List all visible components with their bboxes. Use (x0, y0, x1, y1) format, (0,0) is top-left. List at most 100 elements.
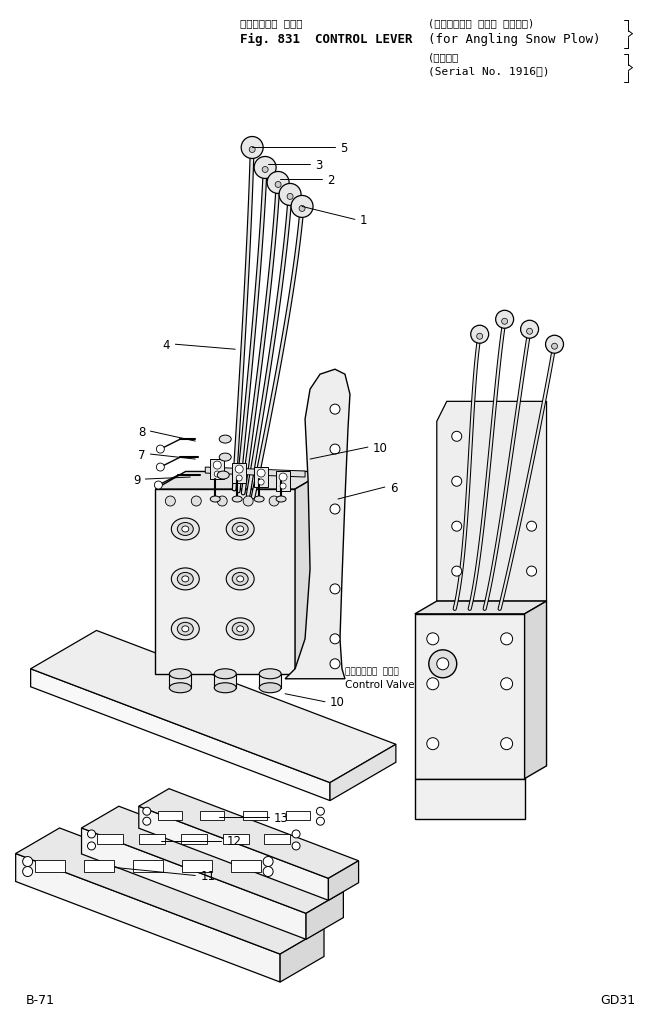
Polygon shape (415, 601, 547, 614)
Circle shape (496, 311, 514, 329)
Polygon shape (330, 745, 396, 801)
Polygon shape (437, 401, 547, 601)
Text: 10: 10 (373, 441, 388, 454)
Polygon shape (285, 370, 350, 679)
Circle shape (500, 678, 513, 690)
Circle shape (545, 336, 564, 354)
Circle shape (280, 484, 286, 489)
Ellipse shape (226, 569, 254, 590)
Circle shape (287, 195, 293, 200)
Polygon shape (81, 806, 343, 913)
Circle shape (262, 167, 268, 173)
Circle shape (451, 477, 462, 487)
Circle shape (427, 633, 439, 645)
Bar (84, 860, 114, 871)
Text: 2: 2 (327, 174, 334, 186)
Bar (35, 860, 65, 871)
Ellipse shape (232, 623, 248, 636)
Ellipse shape (177, 573, 193, 586)
Circle shape (330, 659, 340, 669)
Circle shape (451, 432, 462, 442)
Polygon shape (155, 489, 295, 675)
Bar (210, 460, 224, 480)
Circle shape (263, 857, 273, 867)
Text: 13: 13 (274, 811, 288, 824)
Circle shape (502, 319, 508, 325)
Ellipse shape (276, 496, 286, 502)
Polygon shape (329, 861, 358, 901)
Polygon shape (415, 779, 525, 819)
Ellipse shape (219, 436, 231, 443)
Bar (231, 860, 261, 871)
Circle shape (330, 444, 340, 454)
Polygon shape (169, 675, 191, 688)
Bar (139, 835, 165, 844)
Circle shape (292, 830, 300, 839)
Circle shape (87, 830, 95, 839)
Ellipse shape (232, 496, 242, 502)
Ellipse shape (254, 496, 264, 502)
Text: (適用号機: (適用号機 (428, 53, 459, 62)
Circle shape (263, 867, 273, 876)
Ellipse shape (226, 619, 254, 640)
Text: 3: 3 (315, 159, 323, 172)
Circle shape (330, 584, 340, 594)
Circle shape (427, 738, 439, 750)
Text: (for Angling Snow Plow): (for Angling Snow Plow) (428, 33, 600, 46)
Polygon shape (30, 669, 330, 801)
Circle shape (269, 496, 279, 506)
Circle shape (500, 738, 513, 750)
Polygon shape (525, 601, 547, 779)
Ellipse shape (182, 627, 189, 632)
Circle shape (551, 343, 557, 350)
Circle shape (299, 206, 305, 212)
Text: B-71: B-71 (26, 994, 55, 1007)
Circle shape (451, 567, 462, 577)
Bar (181, 835, 207, 844)
Bar (286, 811, 309, 820)
Ellipse shape (259, 669, 281, 679)
Circle shape (330, 405, 340, 415)
Polygon shape (295, 472, 325, 675)
Circle shape (214, 462, 221, 470)
Ellipse shape (237, 627, 244, 632)
Circle shape (143, 817, 151, 825)
Polygon shape (206, 468, 305, 478)
Circle shape (191, 496, 201, 506)
Circle shape (527, 522, 537, 532)
Ellipse shape (171, 519, 199, 540)
Circle shape (157, 464, 165, 472)
Ellipse shape (214, 669, 236, 679)
Polygon shape (16, 854, 280, 982)
Circle shape (500, 633, 513, 645)
Ellipse shape (237, 577, 244, 582)
Polygon shape (214, 675, 236, 688)
Text: 10: 10 (330, 696, 345, 708)
Circle shape (527, 329, 533, 335)
Bar (254, 468, 268, 487)
Polygon shape (306, 892, 343, 940)
Circle shape (292, 842, 300, 850)
Text: Control Valve: Control Valve (345, 679, 414, 689)
Circle shape (236, 476, 242, 482)
Ellipse shape (237, 527, 244, 533)
Bar (133, 860, 163, 871)
Circle shape (317, 807, 325, 815)
Bar (243, 811, 267, 820)
Ellipse shape (232, 573, 248, 586)
Circle shape (437, 658, 449, 671)
Text: GD31: GD31 (600, 994, 635, 1007)
Circle shape (330, 504, 340, 515)
Circle shape (521, 321, 539, 339)
Ellipse shape (177, 623, 193, 636)
Polygon shape (155, 472, 325, 489)
Circle shape (317, 817, 325, 825)
Text: コントロール バルブ: コントロール バルブ (345, 667, 399, 677)
Circle shape (427, 678, 439, 690)
Text: コントロール レバー: コントロール レバー (240, 18, 303, 29)
Circle shape (279, 184, 301, 206)
Ellipse shape (169, 669, 191, 679)
Circle shape (477, 334, 483, 340)
Polygon shape (259, 675, 281, 688)
Circle shape (267, 172, 289, 195)
